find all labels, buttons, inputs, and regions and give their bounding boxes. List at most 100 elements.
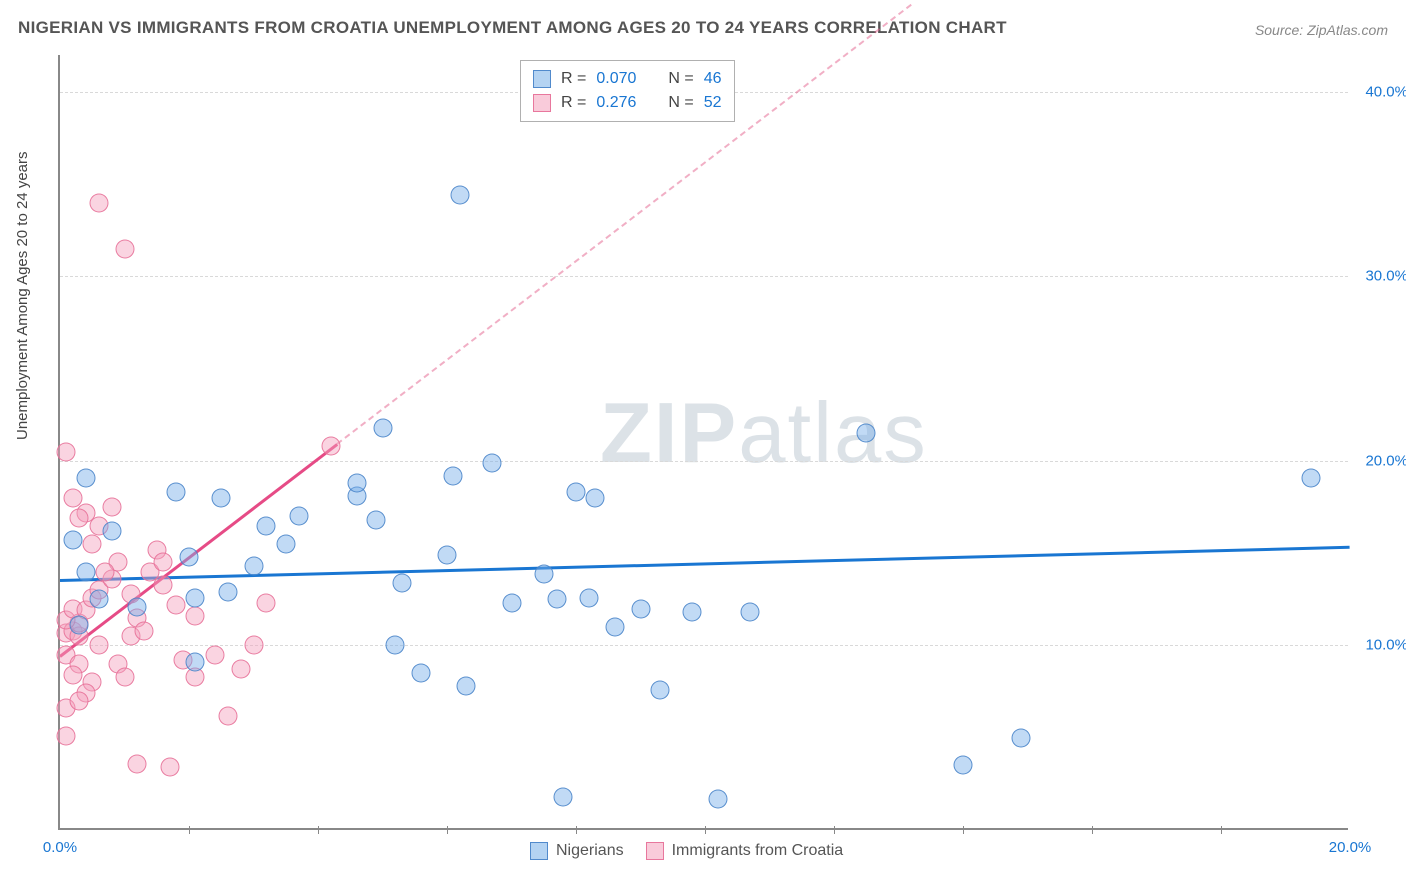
legend-label-croatia: Immigrants from Croatia	[672, 842, 844, 860]
data-point	[547, 590, 566, 609]
n-value-pink: 52	[704, 91, 722, 115]
legend-item-croatia: Immigrants from Croatia	[646, 842, 844, 860]
data-point	[257, 594, 276, 613]
y-tick-label: 20.0%	[1353, 452, 1406, 469]
data-point	[167, 595, 186, 614]
data-point	[244, 636, 263, 655]
data-point	[205, 645, 224, 664]
x-minor-tick	[834, 826, 835, 834]
data-point	[212, 488, 231, 507]
data-point	[586, 488, 605, 507]
data-point	[70, 691, 89, 710]
data-point	[102, 498, 121, 517]
data-point	[412, 664, 431, 683]
data-point	[605, 618, 624, 637]
x-minor-tick	[705, 826, 706, 834]
data-point	[579, 588, 598, 607]
data-point	[321, 437, 340, 456]
r-value-blue: 0.070	[596, 67, 636, 91]
legend-row-blue: R = 0.070 N = 46	[533, 67, 722, 91]
data-point	[218, 582, 237, 601]
n-label: N =	[668, 67, 693, 91]
data-point	[115, 239, 134, 258]
data-point	[276, 534, 295, 553]
source-attribution: Source: ZipAtlas.com	[1255, 22, 1388, 38]
data-point	[289, 507, 308, 526]
data-point	[128, 597, 147, 616]
legend-label-nigerians: Nigerians	[556, 842, 624, 860]
watermark-atlas: atlas	[738, 386, 928, 481]
data-point	[83, 534, 102, 553]
data-point	[115, 667, 134, 686]
x-minor-tick	[963, 826, 964, 834]
data-point	[154, 553, 173, 572]
data-point	[102, 522, 121, 541]
data-point	[741, 603, 760, 622]
correlation-legend: R = 0.070 N = 46 R = 0.276 N = 52	[520, 60, 735, 122]
data-point	[167, 483, 186, 502]
watermark: ZIPatlas	[600, 385, 928, 483]
data-point	[89, 636, 108, 655]
gridline-h	[60, 276, 1348, 277]
x-minor-tick	[1092, 826, 1093, 834]
data-point	[186, 653, 205, 672]
data-point	[218, 706, 237, 725]
swatch-pink	[646, 842, 664, 860]
legend-item-nigerians: Nigerians	[530, 842, 624, 860]
data-point	[244, 557, 263, 576]
data-point	[631, 599, 650, 618]
data-point	[70, 509, 89, 528]
legend-row-pink: R = 0.276 N = 52	[533, 91, 722, 115]
watermark-zip: ZIP	[600, 386, 738, 481]
data-point	[128, 754, 147, 773]
data-point	[857, 424, 876, 443]
data-point	[63, 666, 82, 685]
data-point	[231, 660, 250, 679]
data-point	[392, 573, 411, 592]
data-point	[160, 758, 179, 777]
data-point	[57, 726, 76, 745]
data-point	[1012, 728, 1031, 747]
data-point	[1302, 468, 1321, 487]
data-point	[534, 564, 553, 583]
data-point	[96, 562, 115, 581]
y-tick-label: 10.0%	[1353, 637, 1406, 654]
r-label: R =	[561, 67, 586, 91]
data-point	[708, 789, 727, 808]
swatch-blue	[530, 842, 548, 860]
data-point	[954, 756, 973, 775]
data-point	[650, 680, 669, 699]
data-point	[683, 603, 702, 622]
data-point	[63, 488, 82, 507]
r-label: R =	[561, 91, 586, 115]
data-point	[567, 483, 586, 502]
x-minor-tick	[318, 826, 319, 834]
data-point	[347, 474, 366, 493]
data-point	[367, 511, 386, 530]
data-point	[63, 531, 82, 550]
data-point	[70, 616, 89, 635]
x-minor-tick	[447, 826, 448, 834]
data-point	[457, 677, 476, 696]
swatch-blue	[533, 70, 551, 88]
data-point	[386, 636, 405, 655]
x-minor-tick	[189, 826, 190, 834]
series-legend: Nigerians Immigrants from Croatia	[530, 842, 843, 860]
n-value-blue: 46	[704, 67, 722, 91]
data-point	[186, 588, 205, 607]
scatter-chart: ZIPatlas 10.0%20.0%30.0%40.0%0.0%20.0%	[58, 55, 1348, 830]
data-point	[450, 186, 469, 205]
data-point	[76, 468, 95, 487]
data-point	[76, 562, 95, 581]
data-point	[134, 621, 153, 640]
data-point	[186, 606, 205, 625]
r-value-pink: 0.276	[596, 91, 636, 115]
x-tick-label: 20.0%	[1329, 839, 1372, 856]
x-minor-tick	[1221, 826, 1222, 834]
data-point	[154, 575, 173, 594]
data-point	[257, 516, 276, 535]
n-label: N =	[668, 91, 693, 115]
swatch-pink	[533, 94, 551, 112]
x-tick-label: 0.0%	[43, 839, 77, 856]
data-point	[483, 453, 502, 472]
